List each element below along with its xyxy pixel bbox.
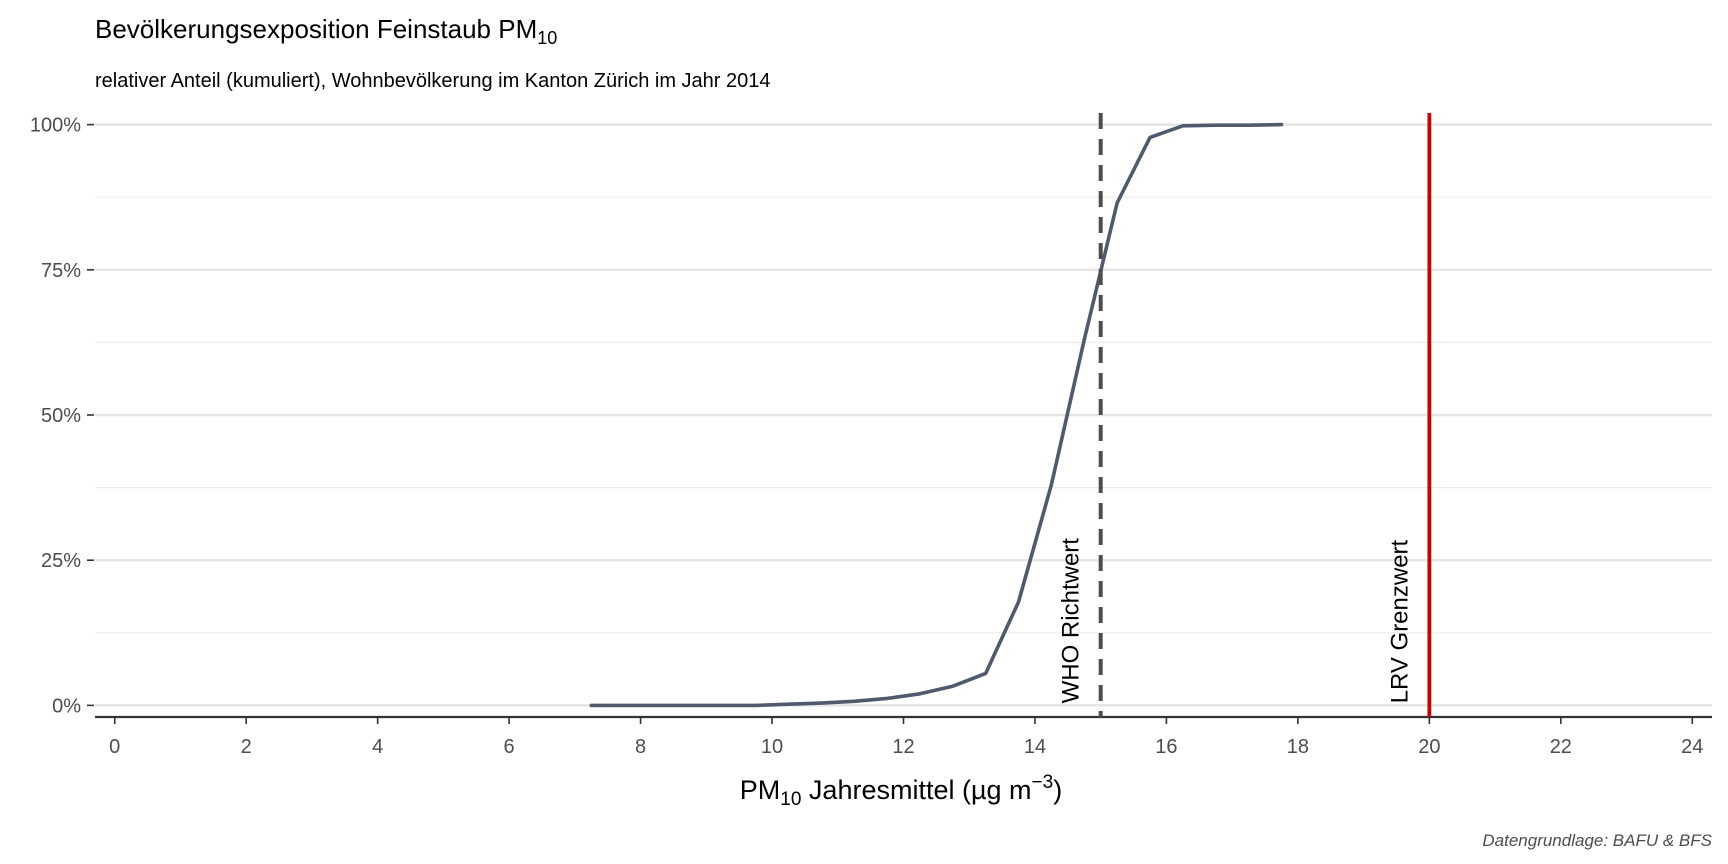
chart-caption: Datengrundlage: BAFU & BFS <box>1482 831 1712 850</box>
x-axis: 0 2 4 6 8 10 12 14 16 18 20 22 24 <box>95 715 1712 758</box>
grid <box>95 123 1712 707</box>
x-tick-label-9: 18 <box>1287 736 1309 758</box>
x-axis-title: PM10 Jahresmittel (µg m−3) <box>740 772 1062 810</box>
chart-title: Bevölkerungsexposition Feinstaub PM10 <box>95 14 557 48</box>
x-tick-label-0: 0 <box>109 736 120 758</box>
y-tick-label-1: 25% <box>41 550 81 572</box>
x-tick-label-2: 4 <box>372 736 383 758</box>
y-axis: 0% 25% 50% 75% 100% <box>30 115 94 717</box>
y-tick-label-4: 100% <box>30 115 81 137</box>
y-tick-label-0: 0% <box>52 695 81 717</box>
reference-label-0: WHO Richtwert <box>1058 538 1085 704</box>
reference-label-1: LRV Grenzwert <box>1386 539 1413 703</box>
chart-subtitle: relativer Anteil (kumuliert), Wohnbevölk… <box>95 70 771 92</box>
reference-lines: WHO Richtwert LRV Grenzwert <box>1058 113 1432 717</box>
series-line-0 <box>589 122 1284 708</box>
x-tick-label-6: 12 <box>892 736 914 758</box>
x-tick-label-10: 20 <box>1418 736 1440 758</box>
x-tick-label-4: 8 <box>635 736 646 758</box>
x-tick-label-8: 16 <box>1155 736 1177 758</box>
x-tick-label-11: 22 <box>1550 736 1572 758</box>
x-tick-label-12: 24 <box>1681 736 1703 758</box>
x-tick-label-5: 10 <box>761 736 783 758</box>
y-tick-label-3: 75% <box>41 260 81 282</box>
y-tick-label-2: 50% <box>41 405 81 427</box>
x-tick-label-7: 14 <box>1024 736 1046 758</box>
series-layer <box>589 122 1284 708</box>
x-tick-label-1: 2 <box>241 736 252 758</box>
x-tick-label-3: 6 <box>504 736 515 758</box>
